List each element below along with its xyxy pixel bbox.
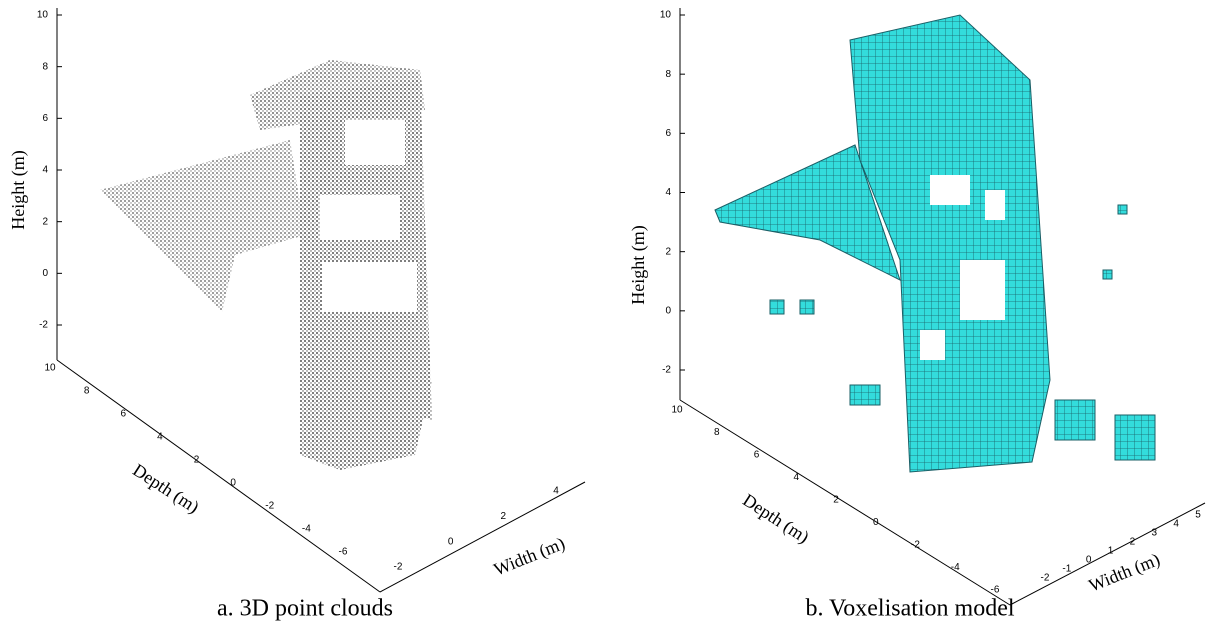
depth-tick-label: 4 (157, 432, 163, 443)
depth-tick-label: -6 (339, 547, 348, 558)
z-axis-label: Height (m) (628, 225, 649, 304)
width-tick-label: 2 (1130, 537, 1136, 548)
depth-axis-label: Depth (m) (129, 460, 203, 518)
depth-tick-label: 4 (793, 472, 799, 483)
depth-tick-label: -4 (302, 524, 311, 535)
width-tick-label: -2 (1041, 573, 1050, 584)
point-cloud (100, 60, 432, 470)
depth-tick-label: 10 (44, 363, 56, 374)
width-tick-label: 5 (1195, 510, 1201, 521)
z-axis-label: Height (m) (8, 150, 29, 229)
depth-tick-label: -2 (265, 501, 274, 512)
depth-tick-label: 0 (230, 478, 236, 489)
width-tick-label: 0 (1086, 555, 1092, 566)
depth-tick-label: 2 (833, 495, 839, 506)
depth-tick-label: 10 (671, 405, 683, 416)
z-tick-label: 6 (665, 128, 671, 139)
z-tick-label: 4 (42, 165, 48, 176)
depth-axis-label: Depth (m) (739, 490, 813, 548)
depth-tick-label: -6 (991, 585, 1000, 596)
z-tick-label: 0 (42, 268, 48, 279)
depth-tick-label: 8 (84, 386, 90, 397)
z-tick-label: 6 (42, 113, 48, 124)
z-tick-label: 2 (665, 246, 671, 257)
z-tick-label: 8 (42, 61, 48, 72)
width-tick-label: 1 (1108, 546, 1114, 557)
width-tick-label: -2 (394, 562, 403, 573)
z-tick-label: 10 (660, 10, 672, 21)
z-tick-label: 0 (665, 305, 671, 316)
depth-tick-label: 6 (120, 409, 126, 420)
z-tick-label: 10 (37, 10, 49, 21)
width-tick-label: -1 (1062, 564, 1071, 575)
depth-tick-label: 2 (194, 455, 200, 466)
z-tick-label: 4 (665, 187, 671, 198)
width-tick-label: 3 (1152, 528, 1158, 539)
width-axis-label: Width (m) (1086, 549, 1163, 596)
depth-tick-label: -4 (951, 562, 960, 573)
depth-tick-label: -2 (911, 540, 920, 551)
caption: b. Voxelisation model (805, 596, 1014, 622)
figure: -202468101086420-2-4-6-2024Height (m)Dep… (0, 0, 1210, 633)
width-axis-label: Width (m) (491, 533, 568, 580)
caption: a. 3D point clouds (217, 596, 393, 622)
depth-tick-label: 8 (714, 427, 720, 438)
width-tick-label: 4 (1173, 519, 1179, 530)
z-tick-label: 8 (665, 69, 671, 80)
width-tick-label: 0 (448, 536, 454, 547)
depth-tick-label: 0 (873, 517, 879, 528)
width-tick-label: 4 (553, 486, 559, 497)
z-tick-label: 2 (42, 216, 48, 227)
depth-tick-label: 6 (754, 450, 760, 461)
z-tick-label: -2 (39, 320, 48, 331)
voxel-model (715, 15, 1155, 472)
z-tick-label: -2 (662, 365, 671, 376)
width-tick-label: 2 (501, 511, 507, 522)
